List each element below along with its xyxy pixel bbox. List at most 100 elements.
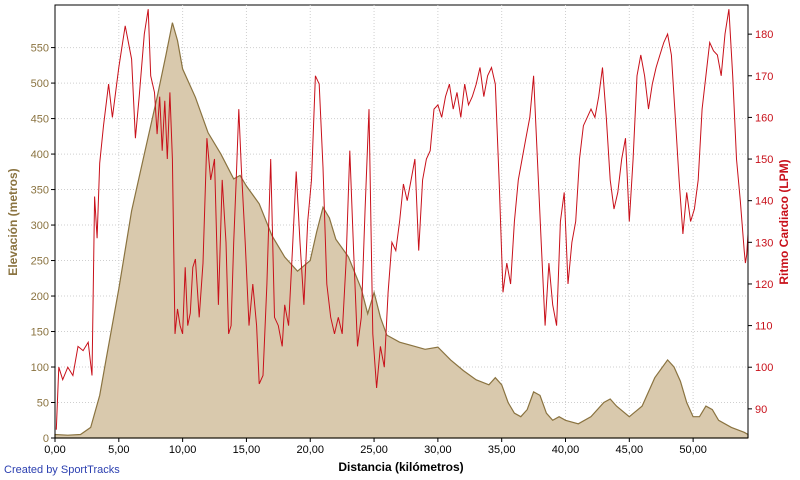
heart-rate-point xyxy=(422,179,423,180)
heart-rate-point xyxy=(502,292,503,293)
x-tick-label: 20,00 xyxy=(296,444,324,456)
heart-rate-point xyxy=(430,150,431,151)
heart-rate-point xyxy=(579,158,580,159)
elevation-point xyxy=(520,416,521,417)
elevation-point xyxy=(233,178,234,179)
left-tick-label: 0 xyxy=(43,433,49,445)
heart-rate-point xyxy=(349,150,350,151)
heart-rate-point xyxy=(667,34,668,35)
heart-rate-point xyxy=(675,117,676,118)
elevation-point xyxy=(310,260,311,261)
heart-rate-point xyxy=(395,250,396,251)
heart-rate-point xyxy=(483,96,484,97)
left-tick-label: 50 xyxy=(37,398,49,410)
heart-rate-point xyxy=(210,179,211,180)
heart-rate-point xyxy=(195,258,196,259)
left-tick-label: 550 xyxy=(31,43,49,55)
heart-rate-point xyxy=(663,42,664,43)
elevation-point xyxy=(182,68,183,69)
elevation-point xyxy=(316,232,317,233)
elevation-point xyxy=(322,207,323,208)
heart-rate-point xyxy=(575,221,576,222)
heart-rate-point xyxy=(456,92,457,93)
sporttracks-credit-link[interactable]: Created by SportTracks xyxy=(4,464,120,476)
elevation-point xyxy=(177,40,178,41)
heart-rate-point xyxy=(135,138,136,139)
heart-rate-point xyxy=(732,75,733,76)
heart-rate-point xyxy=(131,59,132,60)
elevation-point xyxy=(90,427,91,428)
heart-rate-point xyxy=(698,179,699,180)
heart-rate-point xyxy=(315,75,316,76)
x-tick-label: 35,00 xyxy=(488,444,516,456)
heart-rate-point xyxy=(644,75,645,76)
heart-rate-point xyxy=(326,283,327,284)
heart-rate-point xyxy=(148,9,149,10)
heart-rate-point xyxy=(468,104,469,105)
heart-rate-point xyxy=(206,138,207,139)
heart-rate-point xyxy=(157,134,158,135)
elevation-point xyxy=(399,342,400,343)
x-tick-label: 50,00 xyxy=(679,444,707,456)
elevation-point xyxy=(297,271,298,272)
elevation-point xyxy=(603,402,604,403)
right-tick-label: 90 xyxy=(755,404,767,416)
heart-rate-point xyxy=(334,333,335,334)
elevation-point xyxy=(495,377,496,378)
heart-rate-point xyxy=(345,263,346,264)
elevation-point xyxy=(476,379,477,380)
heart-rate-point xyxy=(682,233,683,234)
heart-rate-point xyxy=(236,179,237,180)
x-tick-label: 25,00 xyxy=(360,444,388,456)
heart-rate-point xyxy=(602,67,603,68)
heart-rate-point xyxy=(192,267,193,268)
elevation-point xyxy=(284,256,285,257)
x-axis-title: Distancia (kilómetros) xyxy=(338,460,463,474)
left-tick-label: 250 xyxy=(31,256,49,268)
heart-rate-point xyxy=(376,387,377,388)
heart-rate-point xyxy=(88,342,89,343)
heart-rate-point xyxy=(322,167,323,168)
heart-rate-point xyxy=(472,96,473,97)
elevation-point xyxy=(559,416,560,417)
heart-rate-point xyxy=(288,325,289,326)
elevation-point xyxy=(552,420,553,421)
elevation-point xyxy=(693,416,694,417)
heart-rate-point xyxy=(659,54,660,55)
heart-rate-point xyxy=(740,200,741,201)
right-tick-label: 170 xyxy=(755,71,773,83)
heart-rate-point xyxy=(449,84,450,85)
heart-rate-point xyxy=(514,221,515,222)
heart-rate-point xyxy=(567,283,568,284)
heart-rate-point xyxy=(606,117,607,118)
x-tick-label: 5,00 xyxy=(108,444,129,456)
elevation-point xyxy=(610,398,611,399)
heart-rate-point xyxy=(274,317,275,318)
right-tick-label: 130 xyxy=(755,237,773,249)
heart-rate-point xyxy=(58,367,59,368)
elevation-point xyxy=(629,416,630,417)
heart-rate-point xyxy=(694,208,695,209)
heart-rate-point xyxy=(372,333,373,334)
left-tick-label: 500 xyxy=(31,78,49,90)
heart-rate-point xyxy=(583,125,584,126)
heart-rate-point xyxy=(270,158,271,159)
heart-rate-line-series xyxy=(55,9,749,430)
heart-rate-point xyxy=(411,179,412,180)
heart-rate-point xyxy=(610,179,611,180)
heart-rate-point xyxy=(380,346,381,347)
elevation-point xyxy=(546,413,547,414)
elevation-point xyxy=(105,359,106,360)
heart-rate-point xyxy=(594,117,595,118)
heart-rate-point xyxy=(190,313,191,314)
heart-rate-point xyxy=(548,263,549,264)
heart-rate-point xyxy=(460,117,461,118)
elevation-point xyxy=(673,366,674,367)
heart-rate-point xyxy=(150,75,151,76)
elevation-point xyxy=(246,185,247,186)
heart-rate-point xyxy=(56,429,57,430)
elevation-point xyxy=(527,409,528,410)
heart-rate-point xyxy=(384,367,385,368)
left-tick-label: 200 xyxy=(31,291,49,303)
